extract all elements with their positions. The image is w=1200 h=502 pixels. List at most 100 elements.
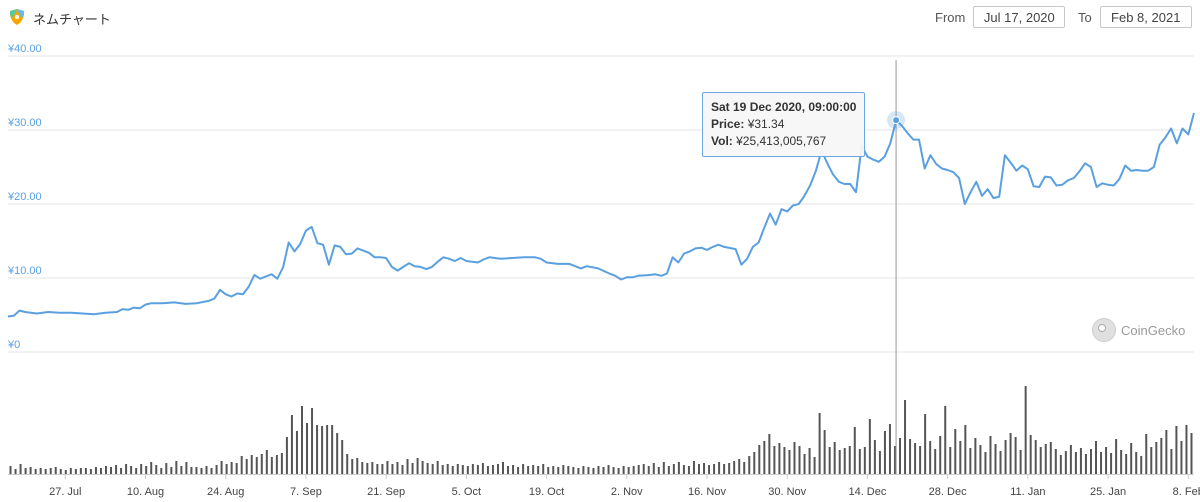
- highlight-point: [892, 116, 901, 125]
- volume-bar: [366, 463, 369, 474]
- volume-bar: [391, 464, 394, 474]
- volume-bar: [858, 449, 861, 474]
- volume-bar: [1049, 442, 1052, 474]
- volume-bar: [1029, 435, 1032, 474]
- volume-bar: [944, 406, 947, 474]
- to-date-input[interactable]: [1099, 6, 1192, 28]
- volume-bar: [316, 425, 319, 474]
- y-axis-labels: ¥0 ¥10.00 ¥20.00 ¥30.00 ¥40.00: [7, 43, 42, 351]
- volume-bar: [486, 466, 489, 474]
- volume-bar: [411, 463, 414, 474]
- volume-bar: [180, 466, 183, 474]
- y-tick-label: ¥0: [7, 339, 20, 351]
- volume-bar: [592, 468, 595, 474]
- volume-bar: [949, 447, 952, 474]
- volume-bar: [1024, 386, 1027, 474]
- volume-bar: [522, 464, 525, 474]
- volume-bar: [964, 425, 967, 474]
- volume-bar: [140, 464, 143, 474]
- volume-bar: [713, 464, 716, 474]
- volume-bar: [838, 450, 841, 474]
- volume-bar: [662, 462, 665, 474]
- x-tick-label: 16. Nov: [688, 486, 726, 498]
- volume-bar: [507, 466, 510, 474]
- volume-bar: [863, 447, 866, 474]
- volume-bar: [703, 463, 706, 474]
- volume-bar: [481, 463, 484, 474]
- volume-bar: [1150, 447, 1153, 474]
- tooltip-volume: Vol: ¥25,413,005,767: [711, 134, 827, 148]
- volume-bar: [215, 465, 218, 474]
- volume-bar: [758, 445, 761, 474]
- volume-bar: [1019, 450, 1022, 474]
- volume-bar: [170, 467, 173, 474]
- watermark-text: CoinGecko: [1121, 322, 1186, 338]
- volume-bar: [547, 467, 550, 474]
- volume-bar: [150, 462, 153, 474]
- volume-bar: [572, 467, 575, 474]
- price-chart[interactable]: ¥0 ¥10.00 ¥20.00 ¥30.00 ¥40.00 27. Jul 10. Au…: [0, 36, 1200, 502]
- volume-bar: [627, 467, 630, 474]
- volume-bar: [255, 457, 258, 474]
- volume-bar: [64, 470, 67, 474]
- volume-bar: [306, 423, 309, 474]
- volume-bar: [597, 466, 600, 474]
- volume-bar: [331, 425, 334, 474]
- volume-bar: [1105, 447, 1108, 474]
- volume-bar: [1115, 439, 1118, 474]
- volume-bar: [657, 467, 660, 474]
- volume-bar: [753, 452, 756, 474]
- volume-bar: [989, 436, 992, 474]
- volume-bar: [290, 415, 293, 474]
- volume-bar: [899, 438, 902, 474]
- volume-bar: [436, 461, 439, 474]
- volume-bar: [39, 468, 42, 474]
- volume-bar: [275, 455, 278, 474]
- from-date-input[interactable]: [973, 6, 1066, 28]
- x-tick-label: 7. Sep: [290, 486, 322, 498]
- volume-bar: [883, 431, 886, 474]
- volume-bar: [130, 466, 133, 474]
- volume-bar: [708, 465, 711, 474]
- volume-bar: [74, 469, 77, 474]
- volume-bar: [1004, 440, 1007, 474]
- volume-bar: [426, 463, 429, 474]
- y-tick-label: ¥30.00: [7, 117, 42, 129]
- volume-bar: [59, 469, 62, 474]
- chart-header: ネムチャート From To: [0, 0, 1200, 36]
- volume-bar: [878, 451, 881, 474]
- coingecko-watermark: CoinGecko: [1092, 318, 1185, 342]
- x-tick-label: 10. Aug: [127, 486, 164, 498]
- volume-bar: [1155, 442, 1158, 474]
- volume-bar: [371, 462, 374, 474]
- y-tick-label: ¥20.00: [7, 191, 42, 203]
- volume-bar: [376, 464, 379, 474]
- volume-bar: [446, 464, 449, 474]
- volume-bar: [195, 467, 198, 474]
- volume-bars: [9, 386, 1193, 474]
- volume-bar: [270, 457, 273, 474]
- volume-bar: [868, 419, 871, 474]
- volume-bar: [336, 433, 339, 474]
- volume-bar: [924, 414, 927, 474]
- volume-bar: [230, 462, 233, 474]
- volume-bar: [582, 466, 585, 474]
- volume-bar: [9, 466, 12, 474]
- volume-bar: [667, 466, 670, 474]
- volume-bar: [562, 465, 565, 474]
- x-tick-label: 24. Aug: [207, 486, 244, 498]
- volume-bar: [1175, 426, 1178, 474]
- volume-bar: [1064, 451, 1067, 474]
- volume-bar: [496, 464, 499, 474]
- volume-bar: [250, 455, 253, 474]
- volume-bar: [44, 469, 47, 474]
- volume-bar: [642, 464, 645, 474]
- to-label: To: [1078, 9, 1092, 25]
- x-tick-label: 2. Nov: [611, 486, 643, 498]
- volume-bar: [512, 465, 515, 474]
- volume-bar: [612, 467, 615, 474]
- volume-bar: [1130, 443, 1133, 474]
- volume-bar: [1044, 444, 1047, 474]
- volume-bar: [135, 468, 138, 474]
- volume-bar: [145, 466, 148, 474]
